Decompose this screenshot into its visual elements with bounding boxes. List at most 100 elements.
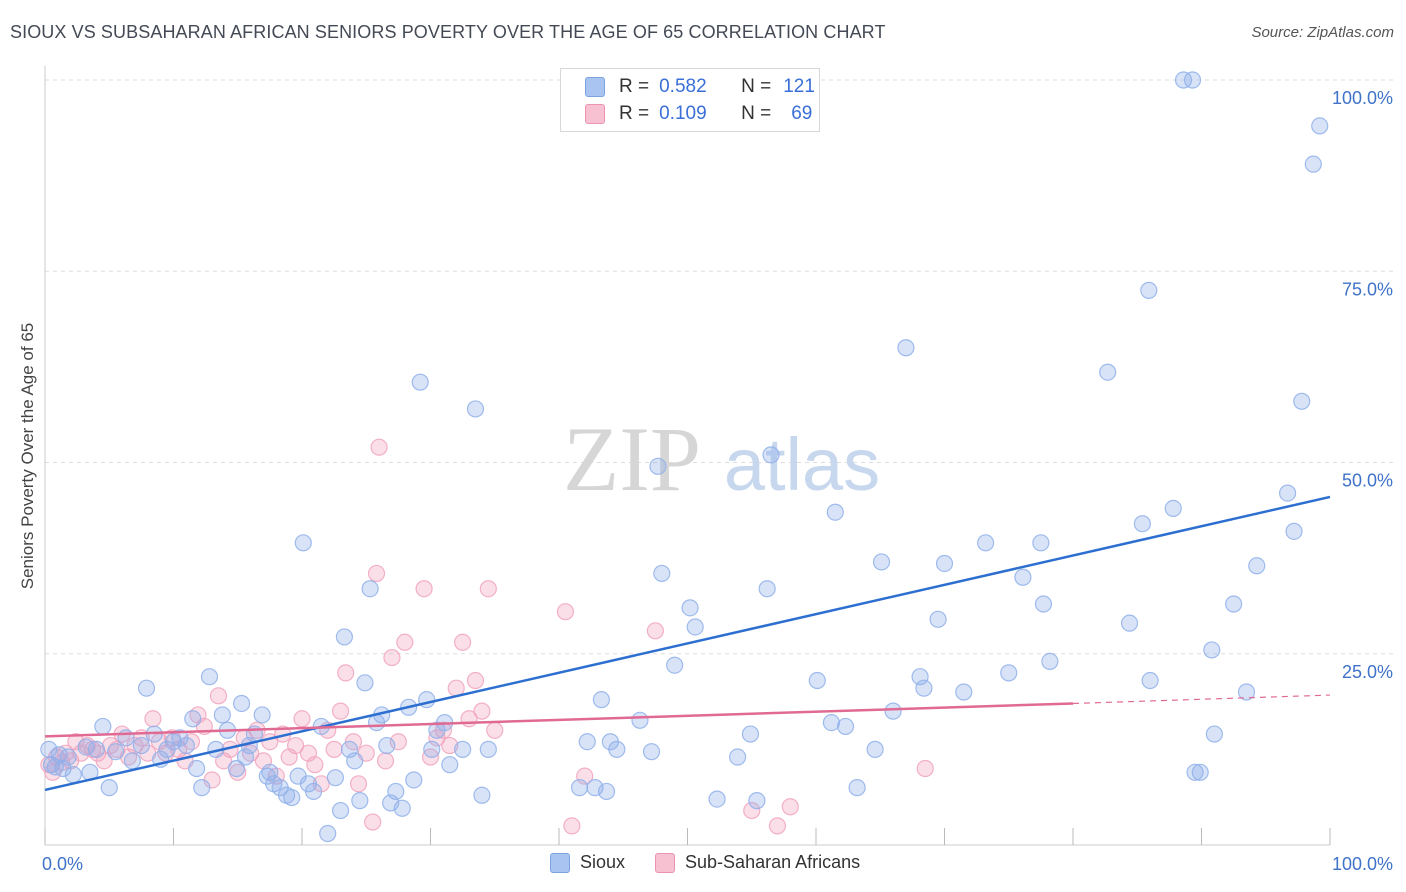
data-point-sioux bbox=[1032, 534, 1050, 552]
legend-item-subsaharan[interactable]: Sub-Saharan Africans bbox=[655, 852, 860, 873]
data-point-sioux bbox=[423, 740, 441, 758]
data-point-sioux bbox=[729, 748, 747, 766]
data-point-sioux bbox=[1285, 522, 1303, 540]
data-point-sioux bbox=[64, 766, 82, 784]
legend-r-label: R = bbox=[619, 76, 650, 97]
data-point-sioux bbox=[915, 679, 933, 697]
data-point-sioux bbox=[1099, 363, 1117, 381]
data-point-sioux bbox=[762, 446, 780, 464]
data-point-sioux bbox=[977, 534, 995, 552]
data-point-sioux bbox=[748, 792, 766, 810]
data-point-sioux bbox=[1203, 641, 1221, 659]
data-point-sioux bbox=[304, 782, 323, 801]
data-point-sioux bbox=[1304, 155, 1322, 173]
data-point-sioux bbox=[253, 706, 271, 724]
data-point-subsaharan bbox=[479, 580, 497, 598]
data-point-sioux bbox=[1191, 763, 1209, 781]
data-point-sioux bbox=[866, 740, 884, 758]
legend-n-value: 121 bbox=[783, 76, 815, 97]
trend-line-subsaharan bbox=[44, 702, 1074, 738]
data-point-sioux bbox=[378, 736, 396, 755]
data-point-subsaharan bbox=[349, 775, 368, 793]
data-point-sioux bbox=[335, 628, 354, 646]
data-point-sioux bbox=[1248, 557, 1266, 575]
data-point-sioux bbox=[387, 782, 405, 801]
y-tick-label: 75.0% bbox=[1342, 279, 1393, 299]
data-point-sioux bbox=[836, 717, 855, 736]
data-point-sioux bbox=[570, 779, 589, 797]
data-point-subsaharan bbox=[466, 671, 485, 690]
data-point-subsaharan bbox=[768, 817, 787, 835]
correlation-legend: R = 0.582 N = 121 R = 0.109 N = 69 bbox=[560, 68, 820, 132]
data-point-sioux bbox=[177, 736, 195, 755]
data-point-sioux bbox=[1133, 515, 1151, 533]
legend-n-value: 69 bbox=[791, 103, 813, 124]
data-point-subsaharan bbox=[144, 710, 162, 728]
data-point-subsaharan bbox=[473, 702, 491, 720]
data-point-sioux bbox=[884, 702, 902, 720]
data-point-subsaharan bbox=[646, 622, 664, 640]
data-point-sioux bbox=[935, 554, 954, 573]
data-point-subsaharan bbox=[325, 740, 343, 758]
data-point-subsaharan bbox=[367, 564, 386, 583]
data-point-sioux bbox=[405, 771, 423, 789]
data-point-sioux bbox=[184, 710, 202, 728]
data-point-sioux bbox=[441, 756, 459, 774]
data-point-sioux bbox=[631, 711, 649, 729]
data-point-sioux bbox=[1000, 664, 1018, 682]
trend-line-subsaharan-extension bbox=[1072, 694, 1331, 705]
data-point-sioux bbox=[361, 580, 379, 598]
data-point-subsaharan bbox=[331, 702, 350, 720]
data-point-sioux bbox=[213, 706, 231, 724]
data-point-subsaharan bbox=[376, 752, 395, 770]
legend-swatch-subsaharan bbox=[585, 104, 605, 124]
data-point-sioux bbox=[872, 553, 891, 571]
data-point-sioux bbox=[132, 736, 150, 755]
data-point-sioux bbox=[326, 769, 345, 787]
x-tick-label: 100.0% bbox=[1332, 854, 1393, 874]
legend-label-sioux: Sioux bbox=[580, 852, 626, 872]
data-point-sioux bbox=[393, 799, 411, 817]
trend-lines bbox=[44, 495, 1331, 792]
legend-swatch-sioux bbox=[550, 852, 570, 873]
data-point-sioux bbox=[1186, 763, 1204, 781]
data-point-sioux bbox=[741, 725, 760, 743]
data-point-sioux bbox=[1164, 499, 1182, 517]
data-point-sioux bbox=[758, 580, 776, 598]
data-point-subsaharan bbox=[364, 813, 382, 831]
data-point-sioux bbox=[473, 786, 491, 804]
legend-n-label: N = bbox=[741, 103, 772, 124]
data-point-subsaharan bbox=[441, 736, 459, 755]
data-point-sioux bbox=[808, 671, 826, 690]
data-point-sioux bbox=[608, 740, 626, 758]
data-point-sioux bbox=[1140, 281, 1158, 299]
data-point-sioux bbox=[955, 683, 973, 701]
data-point-sioux bbox=[123, 752, 141, 770]
data-point-subsaharan bbox=[306, 756, 324, 774]
chart-source: Source: ZipAtlas.com bbox=[1251, 24, 1394, 41]
y-tick-label: 25.0% bbox=[1342, 662, 1393, 682]
data-point-sioux bbox=[929, 610, 947, 628]
data-point-sioux bbox=[59, 748, 77, 766]
data-point-sioux bbox=[107, 743, 125, 761]
y-tick-label: 100.0% bbox=[1332, 88, 1393, 108]
data-point-sioux bbox=[411, 373, 429, 391]
data-point-subsaharan bbox=[209, 687, 228, 705]
legend-item-sioux[interactable]: Sioux bbox=[550, 852, 625, 873]
legend-r-value: 0.109 bbox=[659, 103, 707, 124]
data-point-subsaharan bbox=[486, 721, 504, 739]
data-point-sioux bbox=[649, 457, 667, 475]
legend-row-sioux: R = 0.582 N = 121 bbox=[585, 74, 815, 100]
data-point-sioux bbox=[233, 694, 251, 713]
data-point-sioux bbox=[1041, 652, 1059, 671]
data-point-sioux bbox=[681, 599, 699, 617]
data-point-sioux bbox=[666, 656, 684, 674]
data-point-sioux bbox=[1174, 71, 1193, 89]
data-point-sioux bbox=[100, 779, 118, 797]
data-point-subsaharan bbox=[370, 438, 388, 456]
data-point-sioux bbox=[331, 801, 350, 820]
data-point-subsaharan bbox=[916, 759, 934, 778]
data-point-sioux bbox=[193, 779, 211, 797]
legend-row-subsaharan: R = 0.109 N = 69 bbox=[585, 101, 812, 127]
legend-label-subsaharan: Sub-Saharan Africans bbox=[685, 852, 861, 872]
